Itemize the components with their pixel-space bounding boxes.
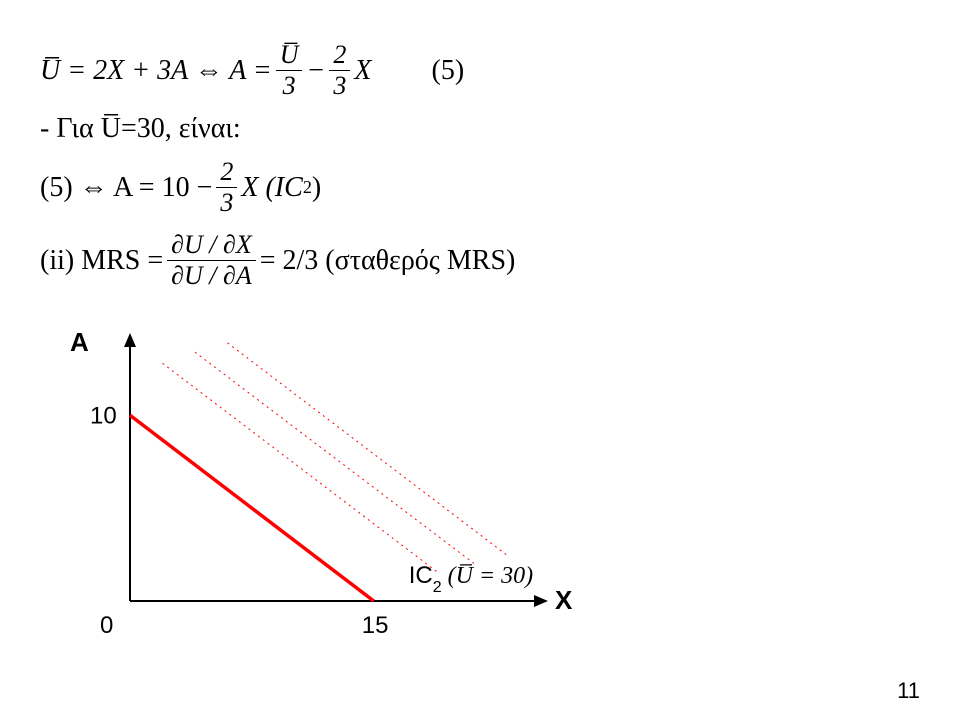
svg-text:IC2 (U̅ = 30): IC2 (U̅ = 30) [409, 562, 533, 596]
equation-line-4: (ii) MRS = ∂U / ∂X ∂U / ∂A = 2/3 (σταθερ… [40, 230, 920, 291]
indifference-curve-chart: A X 10 0 15 IC2 (U̅ = 30) [40, 321, 920, 706]
equation-line-1: U̅ = 2X + 3A ⇔ A = U̅ 3 − 2 3 X (5) [40, 40, 920, 101]
eq4-frac: ∂U / ∂X ∂U / ∂A [167, 230, 256, 291]
svg-text:A: A [70, 327, 89, 357]
svg-text:10: 10 [90, 402, 117, 429]
svg-text:X: X [555, 585, 573, 615]
svg-text:0: 0 [100, 612, 113, 639]
eq-number-5: (5) [432, 55, 465, 87]
svg-text:15: 15 [362, 612, 389, 639]
equation-line-2: - Για U̅=30, είναι: [40, 113, 920, 145]
equation-line-3: (5) ⇔ A = 10 − 2 3 X (IC 2 ) [40, 157, 920, 218]
eq3-frac: 2 3 [216, 157, 237, 218]
eq1-frac1: U̅ 3 [276, 40, 303, 101]
eq1-frac2: 2 3 [329, 40, 350, 101]
page-number: 11 [897, 678, 920, 704]
eq1-lhs: U̅ = 2X + 3A ⇔ A = [40, 55, 272, 87]
